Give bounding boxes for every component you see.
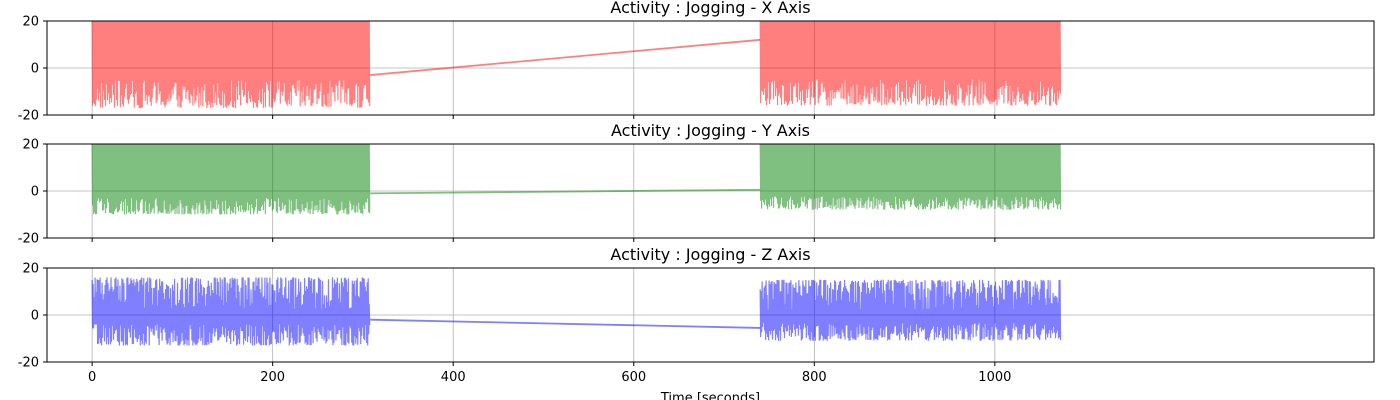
gap-connector-line (370, 318, 761, 329)
gap-connector-line (370, 38, 761, 76)
x-tick-label: 200 (260, 370, 285, 385)
y-tick-label: -20 (18, 109, 39, 124)
panel-title: Activity : Jogging - Y Axis (611, 121, 810, 140)
y-tick-label: 20 (22, 262, 39, 277)
y-tick-label: 20 (22, 138, 39, 153)
panel-title: Activity : Jogging - Z Axis (610, 245, 810, 264)
y-axis-panel: 20 0 -20 Activity : Jogging - Y Axis (18, 121, 1375, 247)
x-tick-label: 600 (621, 370, 646, 385)
y-tick-label: -20 (18, 356, 39, 371)
signal-segment-1 (91, 21, 371, 108)
x-axis-label: Time [seconds] (660, 391, 760, 400)
x-tick-label: 0 (88, 370, 96, 385)
x-tick-label: 1000 (978, 370, 1011, 385)
y-tick-label: 0 (31, 309, 39, 324)
signal-segment-1 (91, 144, 371, 215)
x-axis-panel: 20 0 -20 Activity : Jogging - X Axis (18, 0, 1375, 124)
x-tick-label: 400 (441, 370, 466, 385)
x-tick-label: 800 (802, 370, 827, 385)
signal-segment-2 (759, 144, 1062, 210)
y-tick-label: 0 (31, 185, 39, 200)
signal-segment-2 (759, 279, 1062, 341)
panel-title: Activity : Jogging - X Axis (610, 0, 810, 17)
y-tick-label: 0 (31, 62, 39, 77)
gap-connector-line (370, 188, 761, 195)
signal-segment-2 (759, 21, 1062, 106)
signal-segment-1 (91, 277, 371, 346)
series (91, 277, 1062, 346)
y-tick-label: -20 (18, 232, 39, 247)
series (91, 21, 1062, 108)
y-tick-label: 20 (22, 15, 39, 30)
series (91, 144, 1062, 215)
